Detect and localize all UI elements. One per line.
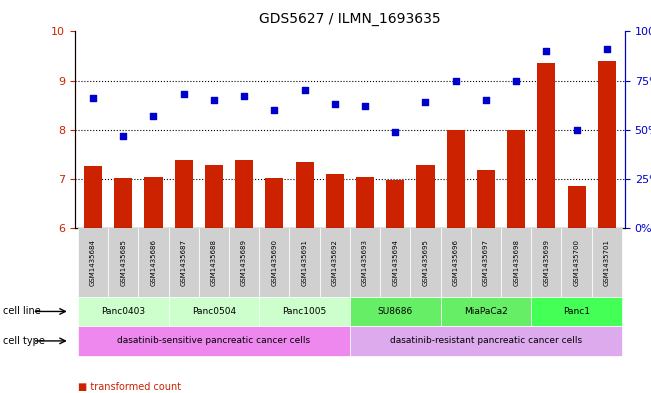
Bar [507, 130, 525, 228]
Point [602, 46, 612, 52]
Bar [537, 63, 555, 228]
Text: GSM1435694: GSM1435694 [393, 239, 398, 286]
Point [480, 97, 491, 103]
Text: GSM1435696: GSM1435696 [452, 239, 459, 286]
Point [541, 48, 551, 54]
Bar [356, 177, 374, 228]
Point [329, 101, 340, 107]
Text: SU8686: SU8686 [378, 307, 413, 316]
Text: GSM1435698: GSM1435698 [513, 239, 519, 286]
Bar [447, 130, 465, 228]
Text: GSM1435701: GSM1435701 [604, 239, 610, 286]
Point [209, 97, 219, 103]
Bar [114, 178, 132, 228]
Point [421, 99, 431, 105]
Bar [205, 165, 223, 228]
Text: Panc0504: Panc0504 [192, 307, 236, 316]
Point [269, 107, 279, 113]
Bar [84, 165, 102, 228]
Point [360, 103, 370, 109]
Text: GDS5627 / ILMN_1693635: GDS5627 / ILMN_1693635 [259, 12, 441, 26]
Bar [296, 162, 314, 228]
Point [511, 77, 521, 84]
Text: ■ transformed count: ■ transformed count [78, 382, 181, 392]
Bar [235, 160, 253, 228]
Text: Panc1005: Panc1005 [283, 307, 327, 316]
Bar [174, 160, 193, 228]
Text: GSM1435699: GSM1435699 [544, 239, 549, 286]
Bar [326, 174, 344, 228]
Text: GSM1435688: GSM1435688 [211, 239, 217, 286]
Text: GSM1435692: GSM1435692 [332, 239, 338, 286]
Text: GSM1435684: GSM1435684 [90, 239, 96, 286]
Point [178, 91, 189, 97]
Text: GSM1435685: GSM1435685 [120, 239, 126, 286]
Bar [568, 186, 586, 228]
Text: GSM1435697: GSM1435697 [483, 239, 489, 286]
Text: Panc1: Panc1 [563, 307, 590, 316]
Point [390, 129, 400, 135]
Text: GSM1435686: GSM1435686 [150, 239, 156, 286]
Text: MiaPaCa2: MiaPaCa2 [464, 307, 508, 316]
Point [148, 113, 159, 119]
Text: cell line: cell line [3, 307, 41, 316]
Point [299, 87, 310, 94]
Text: GSM1435695: GSM1435695 [422, 239, 428, 286]
Text: GSM1435689: GSM1435689 [241, 239, 247, 286]
Bar [598, 61, 616, 228]
Point [118, 132, 128, 139]
Text: Panc0403: Panc0403 [101, 307, 145, 316]
Text: dasatinib-resistant pancreatic cancer cells: dasatinib-resistant pancreatic cancer ce… [390, 336, 582, 345]
Point [88, 95, 98, 101]
Text: GSM1435700: GSM1435700 [574, 239, 579, 286]
Bar [477, 170, 495, 228]
Text: GSM1435687: GSM1435687 [181, 239, 187, 286]
Bar [386, 180, 404, 228]
Text: cell type: cell type [3, 336, 45, 346]
Text: GSM1435690: GSM1435690 [271, 239, 277, 286]
Point [572, 127, 582, 133]
Text: GSM1435693: GSM1435693 [362, 239, 368, 286]
Bar [417, 165, 434, 228]
Text: GSM1435691: GSM1435691 [301, 239, 307, 286]
Point [239, 93, 249, 99]
Bar [145, 177, 163, 228]
Text: dasatinib-sensitive pancreatic cancer cells: dasatinib-sensitive pancreatic cancer ce… [117, 336, 311, 345]
Point [450, 77, 461, 84]
Bar [265, 178, 283, 228]
